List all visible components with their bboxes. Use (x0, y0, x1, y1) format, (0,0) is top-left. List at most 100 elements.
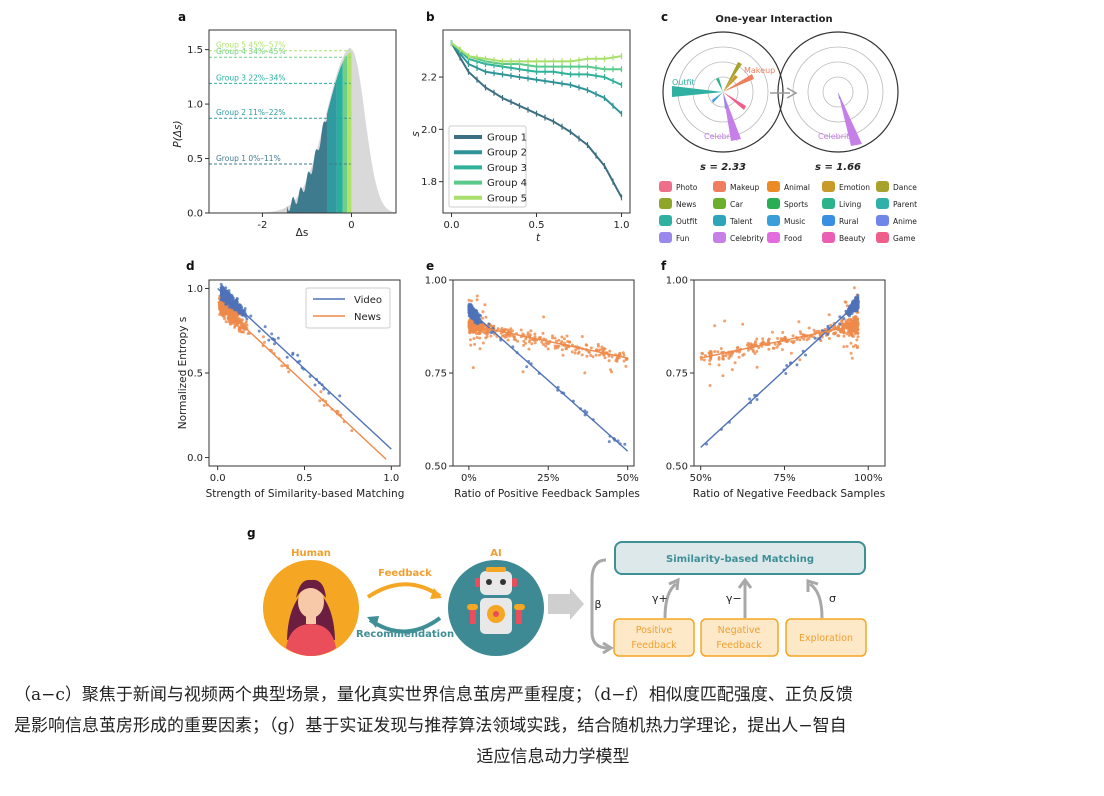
news-point (564, 347, 568, 351)
news-point (533, 332, 537, 336)
video-point (276, 336, 280, 340)
video-point (856, 293, 860, 297)
news-point (560, 348, 564, 352)
beta-bracket (590, 558, 609, 650)
legend-label-group-2: Group 2 (487, 148, 527, 159)
news-point (849, 351, 853, 355)
news-point (771, 346, 775, 350)
news-point (702, 358, 706, 362)
y-tick-label: 0.50 (425, 462, 447, 473)
news-point (603, 356, 607, 360)
legend-label-parent: Parent (893, 200, 917, 209)
x-tick-label: 0.5 (529, 220, 545, 231)
news-point (853, 332, 857, 336)
news-point (557, 338, 561, 342)
news-point (551, 334, 554, 338)
news-point (516, 339, 519, 343)
video-point (487, 322, 491, 326)
big-arrow (548, 588, 584, 620)
human-face (298, 586, 324, 618)
news-point (527, 340, 531, 344)
news-point (767, 347, 771, 351)
x-tick-label: 0 (348, 220, 354, 231)
news-point (842, 345, 846, 349)
beta-label: β (594, 598, 601, 611)
news-point (853, 315, 857, 319)
group-3-band (336, 62, 343, 213)
news-point (719, 347, 723, 351)
y-tick-label: 1.0 (187, 284, 203, 295)
y-tick-label: 1.00 (425, 276, 447, 287)
video-point (474, 318, 478, 322)
news-point (246, 332, 250, 335)
news-point (228, 319, 232, 323)
news-point (473, 342, 477, 346)
y-tick-label: 1.5 (187, 45, 203, 56)
legend-label-car: Car (730, 200, 744, 209)
video-point (230, 303, 234, 307)
legend-label-fun: Fun (676, 234, 690, 243)
news-point (506, 338, 510, 342)
news-point (709, 350, 713, 354)
video-point (338, 394, 342, 398)
legend-label-sports: Sports (784, 200, 808, 209)
news-point (827, 337, 831, 340)
wedge-game (723, 92, 746, 110)
legend-swatch-car (713, 198, 726, 209)
news-point (544, 341, 548, 345)
video-point (855, 298, 859, 302)
video-point (748, 397, 752, 401)
news-point (218, 307, 222, 311)
legend-label-music: Music (784, 217, 805, 226)
video-point (224, 286, 228, 290)
panel-e-frame (452, 279, 635, 467)
news-point (708, 359, 712, 362)
news-point (489, 334, 493, 338)
legend-label-group-4: Group 4 (487, 178, 527, 189)
legend-label-talent: Talent (729, 217, 752, 226)
news-point (573, 351, 577, 355)
group-1-label: Group 1 0%–11% (216, 154, 281, 163)
news-point (797, 320, 801, 324)
x-tick-label: 0.0 (444, 220, 460, 231)
figure-caption: （a−c）聚焦于新闻与视频两个典型场景，量化真实世界信息茧房严重程度；（d−f）… (14, 680, 1092, 773)
group-4-label: Group 4 34%–45% (216, 47, 285, 56)
news-point (533, 335, 537, 339)
news-point (540, 340, 544, 344)
recommendation-label: Recommendation (356, 629, 454, 640)
video-point (475, 309, 479, 313)
news-point (721, 374, 725, 378)
news-point (844, 300, 848, 304)
news-point (851, 345, 855, 349)
x-tick-label: 25% (537, 473, 559, 484)
wedge-fun (723, 92, 728, 109)
news-point (856, 321, 860, 325)
video-point (239, 311, 243, 315)
video-point (848, 312, 851, 316)
panel-label-b: b (426, 10, 435, 24)
news-point (585, 354, 589, 358)
robot-arm-left (467, 604, 478, 610)
news-point (468, 330, 471, 334)
news-point (555, 346, 559, 350)
news-point (484, 331, 488, 335)
legend-label-celebrity: Celebrity (730, 234, 764, 243)
legend-swatch-sports (767, 198, 780, 209)
video-point (222, 298, 226, 302)
video-point (245, 317, 249, 321)
wedge-emotion (723, 75, 738, 92)
news-point (708, 384, 712, 387)
news-point (524, 341, 527, 345)
news-point (481, 341, 485, 345)
group-2-band (326, 78, 337, 213)
legend-label-beauty: Beauty (839, 234, 866, 243)
news-point (481, 310, 485, 314)
x-tick-label: 0% (461, 473, 477, 484)
news-point (752, 350, 755, 353)
news-point (708, 362, 712, 366)
news-fit-line (468, 323, 628, 359)
news-point (527, 347, 531, 351)
legend-swatch-dance (876, 181, 889, 192)
robot-ear-right (512, 578, 517, 587)
video-point (296, 353, 300, 357)
